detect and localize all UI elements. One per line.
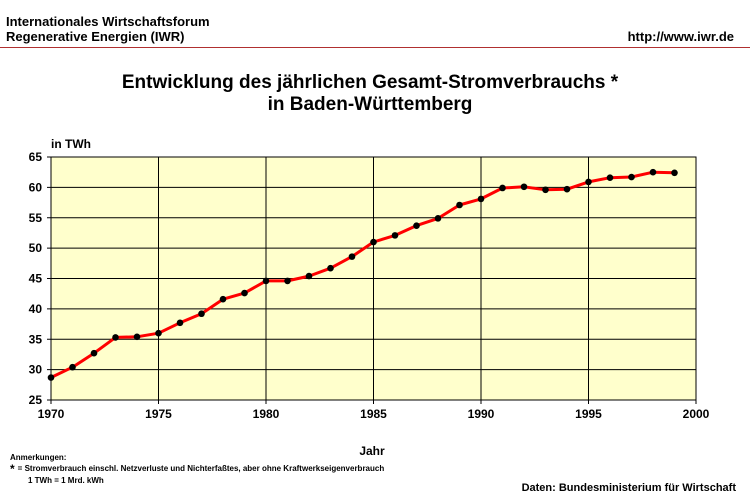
- footnote-text: = Stromverbrauch einschl. Netzverluste u…: [17, 464, 385, 473]
- chart-title-line2: in Baden-Württemberg: [267, 94, 473, 115]
- x-tick-label: 2000: [683, 407, 710, 421]
- org-name-line2: Regenerative Energien (IWR): [6, 29, 185, 44]
- annotations-heading: Anmerkungen:: [10, 453, 67, 462]
- y-tick-label: 65: [29, 150, 43, 164]
- y-axis-label: in TWh: [51, 137, 91, 151]
- x-tick-label: 1985: [360, 407, 387, 421]
- data-point: [112, 334, 119, 341]
- chart-title: Entwicklung des jährlichen Gesamt-Stromv…: [0, 72, 740, 116]
- chart-title-line1: Entwicklung des jährlichen Gesamt-Stromv…: [121, 72, 619, 93]
- x-axis-label: Jahr: [359, 444, 385, 458]
- y-tick-label: 40: [29, 302, 43, 316]
- series-line: [50, 170, 675, 379]
- data-point: [262, 277, 270, 285]
- data-point: [241, 289, 248, 297]
- data-point: [327, 264, 334, 272]
- org-name-line1: Internationales Wirtschaftsforum: [6, 14, 210, 29]
- annotation-footnote: * = Stromverbrauch einschl. Netzverluste …: [10, 463, 384, 475]
- data-point: [348, 253, 356, 260]
- x-tick-label: 1975: [145, 407, 172, 421]
- data-point: [69, 363, 76, 371]
- data-point: [434, 215, 442, 222]
- unit-note: 1 TWh = 1 Mrd. kWh: [28, 476, 104, 485]
- data-point: [90, 349, 98, 357]
- data-point: [585, 178, 592, 186]
- data-point: [456, 201, 463, 209]
- y-tick-label: 60: [29, 180, 43, 194]
- data-point: [671, 169, 678, 177]
- y-tick-label: 30: [29, 363, 43, 377]
- data-point: [198, 310, 205, 318]
- data-source: Daten: Bundesministerium für Wirtschaft: [521, 482, 736, 494]
- data-point: [542, 186, 549, 194]
- y-tick-label: 55: [29, 211, 43, 225]
- data-point: [155, 329, 162, 337]
- data-point: [219, 295, 227, 303]
- x-tick-label: 1980: [253, 407, 280, 421]
- data-point: [649, 168, 657, 176]
- y-tick-label: 35: [29, 332, 43, 346]
- data-point: [305, 272, 313, 280]
- data-point: [628, 173, 635, 181]
- data-point: [176, 319, 184, 327]
- data-point: [477, 195, 485, 203]
- data-point: [413, 222, 420, 229]
- data-point: [391, 232, 399, 239]
- x-tick-label: 1990: [468, 407, 495, 421]
- header-divider: [0, 47, 750, 48]
- footnote-star: *: [10, 462, 15, 476]
- x-tick-label: 1995: [575, 407, 602, 421]
- data-point: [47, 374, 55, 381]
- data-point: [284, 277, 291, 285]
- y-tick-label: 45: [29, 272, 43, 286]
- annotations: Anmerkungen: * = Stromverbrauch einschl. …: [10, 452, 384, 486]
- data-point: [563, 185, 571, 193]
- header-url[interactable]: http://www.iwr.de: [627, 29, 734, 44]
- x-tick-label: 1970: [38, 407, 65, 421]
- header-organization: Internationales Wirtschaftsforum Regener…: [6, 14, 210, 44]
- data-point: [499, 184, 506, 192]
- y-tick-label: 50: [29, 241, 43, 255]
- data-point: [606, 174, 614, 181]
- y-tick-label: 25: [29, 393, 43, 407]
- data-point: [520, 183, 528, 191]
- data-point: [133, 333, 141, 341]
- data-point: [370, 238, 377, 246]
